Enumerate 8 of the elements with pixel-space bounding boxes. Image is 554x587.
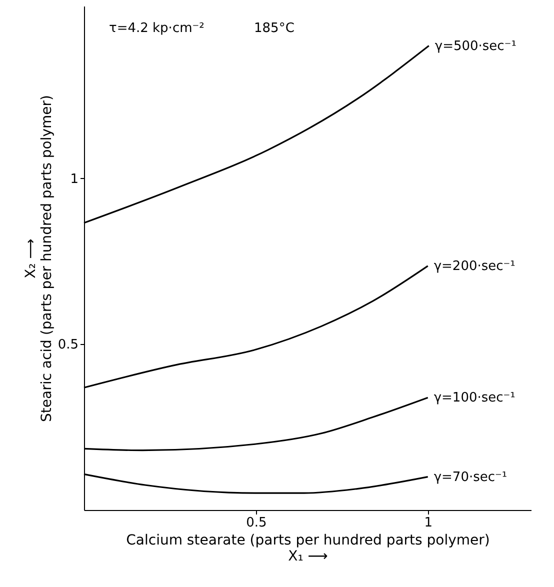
y-axis-title: X₂ ⟶ Stearic acid (parts per hundred parts polymer) [22, 95, 55, 422]
annotation: 185°C [254, 21, 294, 36]
series-label: γ=100·sec⁻¹ [434, 390, 516, 406]
annotation: τ=4.2 kp·cm⁻² [109, 21, 204, 36]
x-axis-title: Calcium stearate (parts per hundred parts polymer) X₁ ⟶ [126, 532, 490, 564]
series-label: γ=200·sec⁻¹ [434, 258, 516, 274]
series-label: γ=70·sec⁻¹ [434, 470, 508, 485]
series-label: γ=500·sec⁻¹ [434, 38, 516, 54]
